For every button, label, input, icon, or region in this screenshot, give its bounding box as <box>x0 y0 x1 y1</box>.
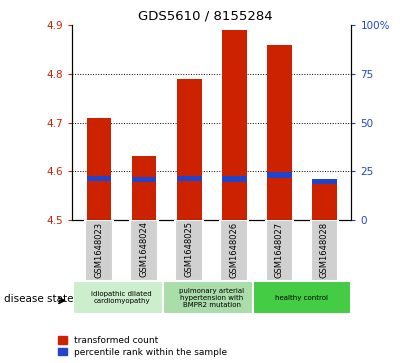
Bar <box>130 220 158 281</box>
Bar <box>87 118 111 220</box>
Text: GDS5610 / 8155284: GDS5610 / 8155284 <box>138 9 273 22</box>
Bar <box>222 30 247 220</box>
Bar <box>253 281 351 314</box>
Text: GSM1648028: GSM1648028 <box>320 221 329 278</box>
Text: idiopathic dilated
cardiomyopathy: idiopathic dilated cardiomyopathy <box>91 291 152 304</box>
Bar <box>163 281 260 314</box>
Bar <box>177 176 201 181</box>
Text: GSM1648026: GSM1648026 <box>230 221 239 278</box>
Text: GSM1648023: GSM1648023 <box>95 221 104 278</box>
Text: disease state: disease state <box>4 294 74 305</box>
Bar <box>312 181 337 220</box>
Bar <box>220 220 248 281</box>
Bar <box>266 220 293 281</box>
Text: pulmonary arterial
hypertension with
BMPR2 mutation: pulmonary arterial hypertension with BMP… <box>179 287 244 308</box>
Text: healthy control: healthy control <box>275 295 328 301</box>
Bar <box>175 220 203 281</box>
Bar <box>222 176 247 182</box>
Bar <box>177 79 201 220</box>
Bar <box>311 220 338 281</box>
Text: GSM1648025: GSM1648025 <box>185 221 194 277</box>
Bar <box>85 220 113 281</box>
Bar <box>73 281 170 314</box>
Legend: transformed count, percentile rank within the sample: transformed count, percentile rank withi… <box>58 336 227 357</box>
Bar <box>132 156 157 220</box>
Bar <box>132 177 157 182</box>
Bar <box>312 179 337 184</box>
Bar <box>267 172 292 178</box>
Bar <box>267 45 292 220</box>
Bar <box>87 176 111 181</box>
Text: GSM1648027: GSM1648027 <box>275 221 284 278</box>
Text: GSM1648024: GSM1648024 <box>140 221 148 277</box>
